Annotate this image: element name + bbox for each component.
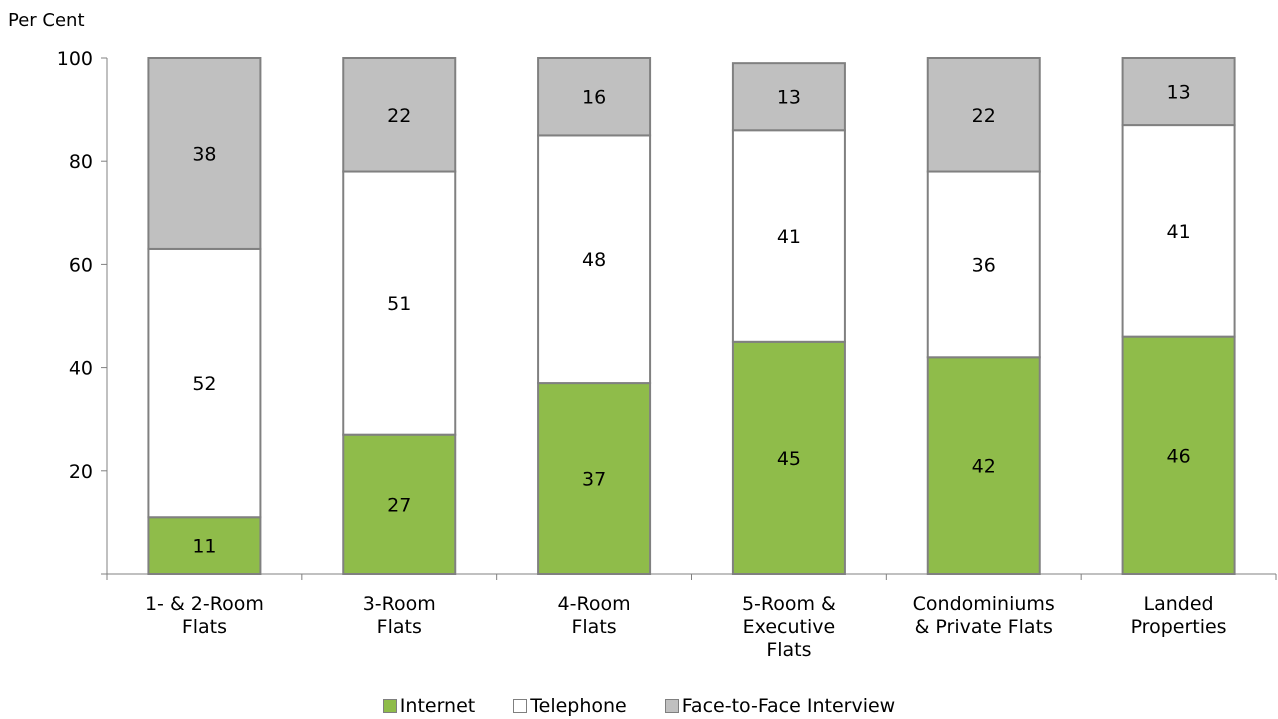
y-tick-label: 80	[69, 151, 93, 173]
bar-segment-face-to-face-interview	[1121, 57, 1236, 127]
data-label: 37	[582, 469, 606, 491]
bar-segment-internet	[537, 382, 652, 575]
data-label: 41	[777, 226, 801, 248]
bar-segment-internet	[731, 340, 846, 575]
data-label: 16	[582, 87, 606, 109]
y-tick-label: 20	[69, 461, 93, 483]
x-tick-label: 1- & 2-Room Flats	[145, 593, 264, 638]
bar-segment-face-to-face-interview	[731, 62, 846, 132]
legend-label-face-to-face: Face-to-Face Interview	[681, 695, 896, 717]
data-label: 42	[972, 456, 996, 478]
legend-swatch-telephone	[513, 699, 528, 713]
data-label: 13	[777, 87, 801, 109]
data-label: 13	[1166, 82, 1190, 104]
data-label: 27	[387, 494, 411, 516]
data-label: 52	[192, 373, 216, 395]
data-label: 46	[1166, 445, 1190, 467]
y-tick-label: 100	[57, 48, 93, 70]
bar-segment-telephone	[147, 247, 262, 519]
bar-segment-internet	[1121, 335, 1236, 576]
legend-swatch-internet	[382, 699, 397, 713]
x-tick-label: 5-Room & Executive Flats	[742, 593, 836, 661]
bar-segment-face-to-face-interview	[537, 57, 652, 137]
data-label: 22	[972, 105, 996, 127]
data-label: 11	[192, 536, 216, 558]
x-tick-label: 3-Room Flats	[363, 593, 436, 638]
legend-item-internet: Internet	[382, 695, 476, 717]
legend-swatch-face-to-face	[664, 699, 679, 713]
bar-segment-face-to-face-interview	[147, 57, 262, 250]
legend-item-face-to-face: Face-to-Face Interview	[664, 695, 896, 717]
bar-segment-face-to-face-interview	[342, 57, 457, 173]
bar-segment-telephone	[731, 129, 846, 343]
data-label: 38	[192, 143, 216, 165]
x-tick-label: 4-Room Flats	[558, 593, 631, 638]
stacked-bar-chart: 20 40 60 80 100 11 52 38 1- & 2-Room Flats 27 51 22 3…	[57, 48, 1277, 661]
data-label: 45	[777, 448, 801, 470]
data-label: 51	[387, 293, 411, 315]
bar-segment-telephone	[1121, 124, 1236, 338]
legend-label-internet: Internet	[399, 695, 476, 717]
legend: Internet Telephone Face-to-Face Intervie…	[0, 695, 1278, 717]
data-label: 36	[972, 254, 996, 276]
bar-segment-internet	[147, 516, 262, 575]
x-tick-label: Landed Properties	[1131, 593, 1227, 638]
y-tick-label: 60	[69, 254, 93, 276]
legend-label-telephone: Telephone	[530, 695, 627, 717]
y-axis-title: Per Cent	[8, 10, 85, 31]
x-tick-label: Condominiums & Private Flats	[913, 593, 1055, 638]
data-label: 41	[1166, 221, 1190, 243]
data-label: 48	[582, 249, 606, 271]
bar-segment-face-to-face-interview	[926, 57, 1041, 173]
data-label: 22	[387, 105, 411, 127]
legend-item-telephone: Telephone	[513, 695, 627, 717]
bar-segment-telephone	[537, 134, 652, 385]
y-tick-label: 40	[69, 358, 93, 380]
